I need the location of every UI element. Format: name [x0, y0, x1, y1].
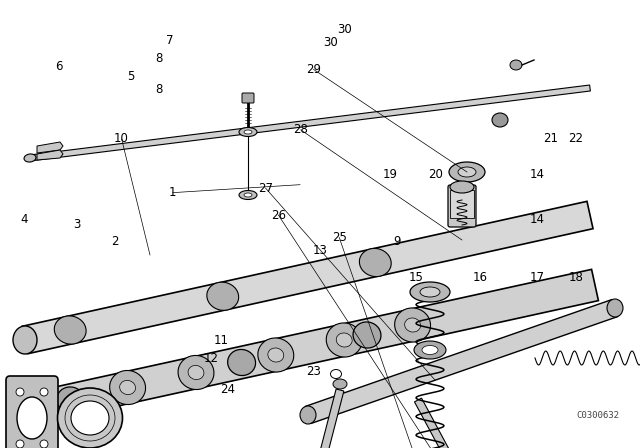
Ellipse shape	[420, 287, 440, 297]
Ellipse shape	[395, 308, 431, 342]
Text: 13: 13	[312, 244, 328, 258]
Text: 15: 15	[408, 271, 424, 284]
Ellipse shape	[510, 60, 522, 70]
Ellipse shape	[188, 366, 204, 379]
Text: 23: 23	[306, 365, 321, 379]
Text: 19: 19	[383, 168, 398, 181]
Ellipse shape	[422, 345, 438, 354]
Ellipse shape	[13, 326, 37, 354]
Ellipse shape	[120, 380, 136, 395]
Polygon shape	[37, 150, 63, 160]
Polygon shape	[450, 190, 474, 218]
Ellipse shape	[109, 370, 145, 405]
Circle shape	[16, 388, 24, 396]
Circle shape	[40, 388, 48, 396]
Ellipse shape	[207, 282, 239, 310]
Text: C0300632: C0300632	[577, 410, 620, 419]
Ellipse shape	[300, 406, 316, 424]
Text: 14: 14	[530, 213, 545, 226]
Ellipse shape	[244, 193, 252, 197]
Ellipse shape	[268, 348, 284, 362]
Ellipse shape	[244, 130, 252, 134]
Text: 22: 22	[568, 132, 584, 146]
Text: 27: 27	[258, 181, 273, 195]
Ellipse shape	[336, 333, 352, 347]
Polygon shape	[314, 389, 344, 448]
Polygon shape	[37, 142, 63, 153]
Text: 21: 21	[543, 132, 558, 146]
Text: 10: 10	[114, 132, 129, 146]
Ellipse shape	[414, 341, 446, 359]
Polygon shape	[29, 85, 590, 161]
Text: 6: 6	[55, 60, 63, 73]
Ellipse shape	[54, 316, 86, 344]
Text: 30: 30	[337, 22, 352, 36]
Text: 7: 7	[166, 34, 173, 47]
Text: 28: 28	[293, 123, 308, 137]
Text: 9: 9	[393, 235, 401, 249]
Ellipse shape	[360, 248, 391, 276]
Text: 2: 2	[111, 235, 119, 249]
Text: 8: 8	[155, 83, 163, 96]
Text: 29: 29	[306, 63, 321, 76]
Text: 14: 14	[530, 168, 545, 181]
Ellipse shape	[333, 379, 347, 389]
Text: 16: 16	[472, 271, 488, 284]
Circle shape	[40, 440, 48, 448]
Text: 24: 24	[220, 383, 235, 396]
Text: 5: 5	[127, 69, 135, 83]
Ellipse shape	[326, 323, 362, 357]
Ellipse shape	[458, 167, 476, 177]
Text: 1: 1	[169, 186, 177, 199]
Text: 25: 25	[332, 231, 347, 244]
Text: 3: 3	[73, 217, 81, 231]
Ellipse shape	[57, 387, 84, 413]
FancyBboxPatch shape	[448, 185, 476, 227]
Ellipse shape	[58, 388, 122, 448]
Text: 17: 17	[530, 271, 545, 284]
Ellipse shape	[450, 181, 474, 193]
Text: 26: 26	[271, 208, 286, 222]
Polygon shape	[305, 300, 618, 423]
Ellipse shape	[178, 355, 214, 390]
Text: 4: 4	[20, 213, 28, 226]
Ellipse shape	[607, 299, 623, 317]
FancyBboxPatch shape	[6, 376, 58, 448]
Ellipse shape	[17, 397, 47, 439]
Text: 12: 12	[204, 352, 219, 365]
Ellipse shape	[24, 154, 36, 162]
Ellipse shape	[258, 338, 294, 372]
FancyBboxPatch shape	[242, 93, 254, 103]
Polygon shape	[22, 201, 593, 353]
Text: 20: 20	[428, 168, 443, 181]
Polygon shape	[22, 269, 598, 426]
Ellipse shape	[449, 162, 485, 182]
Ellipse shape	[410, 282, 450, 302]
Ellipse shape	[492, 113, 508, 127]
Text: 30: 30	[323, 36, 338, 49]
Ellipse shape	[404, 318, 420, 332]
Circle shape	[16, 440, 24, 448]
Polygon shape	[415, 398, 463, 448]
Ellipse shape	[239, 190, 257, 199]
Ellipse shape	[228, 349, 255, 375]
Ellipse shape	[239, 128, 257, 137]
Ellipse shape	[353, 322, 381, 348]
Ellipse shape	[71, 401, 109, 435]
Text: 8: 8	[155, 52, 163, 65]
Text: 11: 11	[213, 334, 228, 347]
Polygon shape	[450, 189, 474, 219]
Text: 18: 18	[568, 271, 584, 284]
